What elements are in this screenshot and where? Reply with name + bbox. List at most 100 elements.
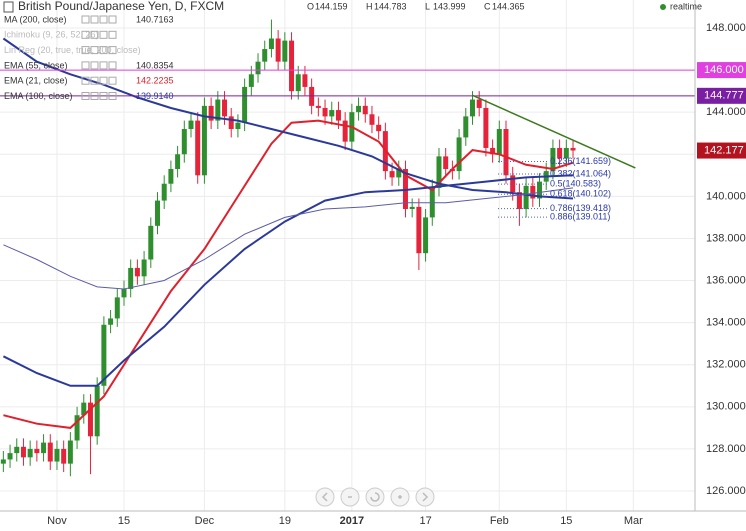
ohlc-key: L [425,1,430,11]
indicator-button [81,15,90,24]
indicator-line [3,187,574,290]
level-tag [697,87,746,104]
level-tag [697,62,746,79]
indicator-value: 142.2235 [136,76,174,86]
level-label: 144.777 [704,90,744,102]
ohlc-key: H [366,1,373,11]
indicator-name: Ichimoku (9, 26, 52, 26) [4,30,99,40]
y-tick-label: 144.000 [706,106,746,118]
candle-body [376,124,382,132]
indicator-button [81,61,90,70]
candle-body [530,185,536,199]
candle-body [289,40,295,92]
ohlc-value: 144.783 [374,1,407,11]
y-tick-label: 134.000 [706,317,746,329]
y-tick-label: 148.000 [706,22,746,34]
candle-body [262,49,268,62]
indicator-button [99,92,108,100]
candle-body [570,147,576,151]
fib-label: 0.236(141.659) [550,156,611,166]
candle-body [268,38,274,50]
status-dot [660,4,666,10]
candle-body [503,129,509,176]
scroll-right[interactable] [415,487,435,507]
x-tick-label: Dec [195,515,215,527]
candle-body [208,105,214,121]
indicator-button [81,92,90,100]
candle-body [7,453,13,460]
candle-body [496,129,502,155]
candle-body [54,448,60,462]
y-tick-label: 140.000 [706,190,746,202]
indicator-button [108,76,117,85]
candle-body [255,61,261,75]
x-tick-label: 17 [419,515,431,527]
candle-body [222,99,228,117]
ohlc-value: 144.159 [315,1,348,11]
price-tag [697,142,746,159]
candle-body [356,105,362,113]
candle-body [436,156,442,188]
candle-body [396,169,402,178]
candle-body [443,156,449,170]
chart-title: British Pound/Japanese Yen, D, FXCM [18,0,224,13]
indicator-button [81,30,90,39]
reset[interactable] [365,487,385,507]
candle-body [235,122,241,130]
candle-body [389,171,395,178]
fib-label: 0.382(141.064) [550,168,611,178]
ohlc-key: C [484,1,491,11]
candle-body [195,120,201,176]
candle-body [141,259,147,277]
candle-body [362,105,368,115]
indicator-button [99,76,108,85]
indicator-button [108,30,117,39]
candle-body [108,318,114,325]
indicator-button [81,46,90,55]
candle-body [114,297,120,319]
status: realtime [670,1,702,11]
candle-body [74,415,80,441]
candle-body [134,267,140,277]
x-tick-label: 15 [560,515,572,527]
candle-body [563,147,569,159]
candle-body [47,442,53,462]
indicator-button [90,15,99,24]
candle-body [335,110,341,121]
candle-body [469,99,475,117]
scroll-left[interactable] [315,487,335,507]
candle-body [402,169,408,209]
candle-body [315,105,321,108]
indicator-line [3,119,574,429]
indicator-button [99,15,108,24]
candle-body [248,74,254,87]
candle-body [416,206,422,254]
legend: MA (200, close) 140.7163 Ichimoku (9, 26, … [4,14,174,101]
y-tick-label: 138.000 [706,232,746,244]
plot [0,19,576,477]
y-tick-label: 136.000 [706,274,746,286]
indicator-button [99,61,108,70]
x-tick-label: Nov [47,515,67,527]
indicator-button [90,46,99,55]
indicator-line [2,174,574,387]
candle-body [423,217,429,254]
fib-label: 0.886(139.011) [550,212,610,222]
indicator-button [99,46,108,55]
candle-body [476,99,482,108]
y-tick-label: 128.000 [706,443,746,455]
indicator-value: 140.7163 [136,14,174,24]
indicator-value: 140.8354 [136,60,174,70]
candle-body [369,114,375,125]
indicator-button [108,61,117,70]
candle-body [34,448,40,454]
candle-body [154,200,160,226]
candle-body [463,116,469,138]
trendline [472,94,636,169]
indicator-name: EMA (100, close) [4,91,73,101]
candle-body [128,267,134,289]
candle-body [0,459,6,464]
candle-body [201,105,207,176]
candle-body [329,110,335,117]
